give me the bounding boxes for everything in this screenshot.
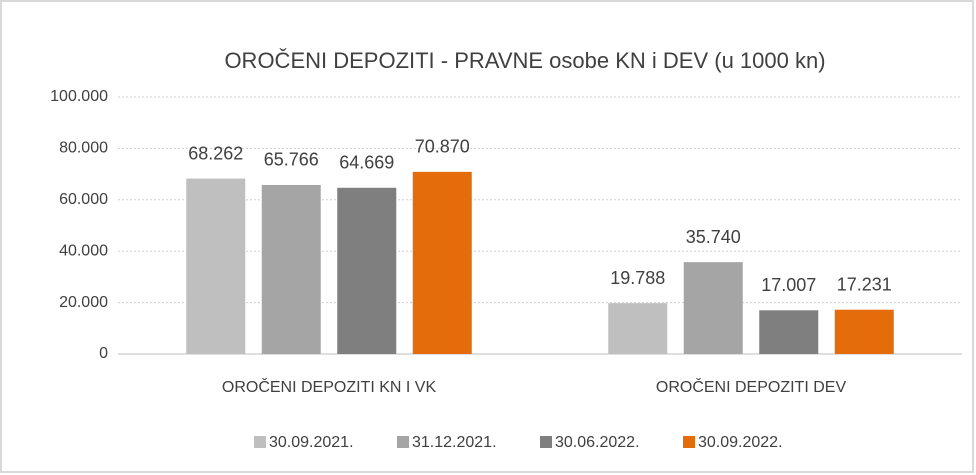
bar [412, 171, 472, 354]
legend-label: 30.06.2022. [555, 434, 640, 451]
value-label: 35.740 [686, 227, 741, 247]
legend-label: 31.12.2021. [412, 434, 497, 451]
legend-swatch [683, 436, 695, 448]
y-tick-label: 40.000 [59, 242, 108, 259]
value-label: 17.007 [761, 275, 816, 295]
legend-swatch [540, 436, 552, 448]
value-label: 19.788 [610, 268, 665, 288]
bar [608, 303, 668, 354]
y-tick-label: 100.000 [50, 88, 108, 105]
value-label: 17.231 [837, 274, 892, 294]
x-tick-label: OROČENI DEPOZITI KN I VK [222, 377, 437, 396]
y-tick-label: 20.000 [59, 294, 108, 311]
legend-label: 30.09.2022. [698, 434, 783, 451]
x-tick-label: OROČENI DEPOZITI DEV [656, 377, 847, 396]
bar [261, 184, 321, 354]
chart-title: OROČENI DEPOZITI - PRAVNE osobe KN i DEV… [224, 48, 825, 73]
legend-swatch [397, 436, 409, 448]
legend-swatch [254, 436, 266, 448]
value-label: 64.669 [339, 153, 394, 173]
value-label: 70.870 [415, 137, 470, 157]
y-tick-label: 60.000 [59, 191, 108, 208]
bar [186, 178, 246, 354]
bar [337, 187, 397, 354]
value-label: 65.766 [264, 150, 319, 170]
legend-label: 30.09.2021. [269, 434, 354, 451]
bar [759, 310, 819, 354]
value-label: 68.262 [188, 143, 243, 163]
bar [683, 262, 743, 354]
y-tick-label: 0 [99, 345, 108, 362]
bar [834, 309, 894, 354]
y-tick-label: 80.000 [59, 140, 108, 157]
